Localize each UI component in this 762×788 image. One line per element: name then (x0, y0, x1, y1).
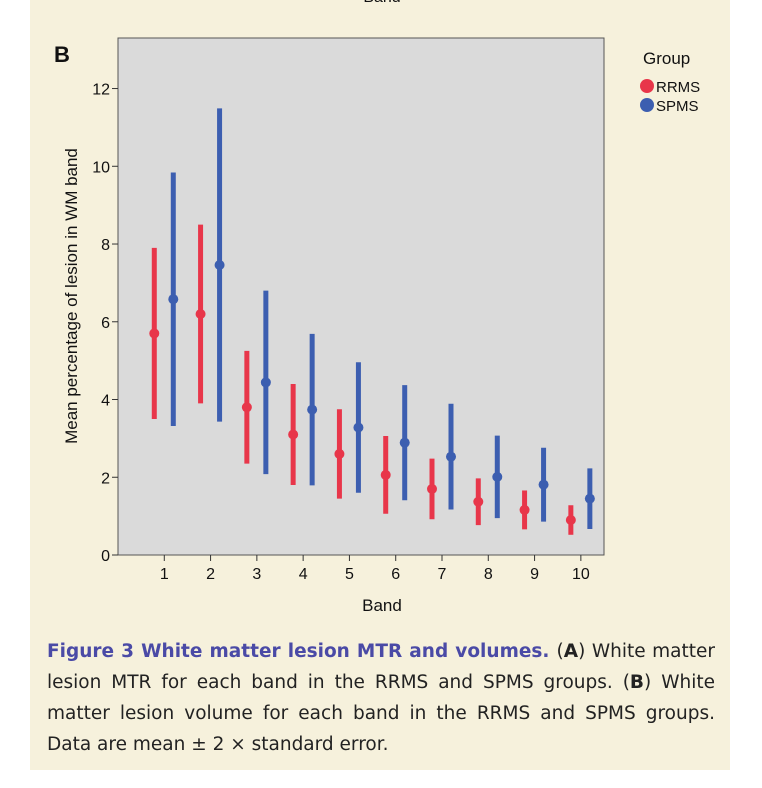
mean-point (260, 377, 271, 388)
legend-title: Group (643, 49, 690, 68)
mean-point (214, 260, 225, 271)
mean-point (353, 422, 364, 433)
caption: Figure 3 White matter lesion MTR and vol… (47, 636, 715, 760)
y-tick-label: 0 (101, 548, 110, 565)
mean-point (473, 496, 484, 507)
x-tick-label: 9 (530, 566, 539, 583)
x-tick-label: 5 (345, 566, 354, 583)
plot-area (117, 37, 605, 556)
x-tick-label: 7 (438, 566, 447, 583)
caption-text: ( (556, 641, 564, 662)
mean-point (241, 402, 252, 413)
legend-label: SPMS (656, 98, 699, 115)
mean-point (149, 328, 160, 339)
x-axis-label: Band (362, 596, 402, 615)
mean-point (492, 471, 503, 482)
legend-marker (640, 98, 654, 112)
mean-point (195, 308, 206, 319)
caption-text: B (629, 672, 645, 693)
legend-marker (640, 79, 654, 93)
mean-point (334, 448, 345, 459)
mean-point (446, 451, 456, 462)
y-tick-label: 8 (101, 237, 110, 254)
caption-text: Figure 3 White matter lesion MTR and vol… (47, 641, 557, 662)
mean-point (427, 483, 437, 494)
caption-text: A (563, 641, 579, 662)
y-tick-label: 4 (101, 393, 110, 410)
mean-point (565, 515, 576, 526)
caption-text: ) White matter lesion MTR for each band … (47, 641, 716, 693)
legend-label: RRMS (656, 79, 700, 96)
x-tick-label: 1 (160, 566, 169, 583)
x-tick-label: 10 (572, 566, 590, 583)
mean-point (288, 429, 299, 440)
mean-point (584, 493, 595, 504)
x-tick-label: 2 (206, 566, 215, 583)
chart: Band B Band Mean percentage of lesion in… (54, 0, 700, 615)
x-tick-label: 8 (484, 566, 493, 583)
y-tick-label: 12 (92, 82, 110, 99)
x-tick-label: 6 (391, 566, 400, 583)
mean-point (519, 504, 530, 515)
x-tick-label: 4 (299, 566, 308, 583)
y-tick-label: 10 (92, 159, 110, 176)
y-tick-label: 6 (101, 315, 110, 332)
y-tick-label: 2 (101, 470, 110, 487)
mean-point (399, 437, 410, 448)
mean-point (168, 294, 179, 305)
mean-point (307, 404, 318, 415)
caption-text: ) White matter lesion volume for each ba… (47, 672, 715, 755)
panel-a-x-label: Band (363, 0, 400, 6)
y-axis-label: Mean percentage of lesion in WM band (62, 148, 81, 444)
x-tick-label: 3 (252, 566, 261, 583)
panel-label: B (54, 42, 70, 67)
mean-point (538, 479, 549, 490)
mean-point (380, 469, 391, 480)
